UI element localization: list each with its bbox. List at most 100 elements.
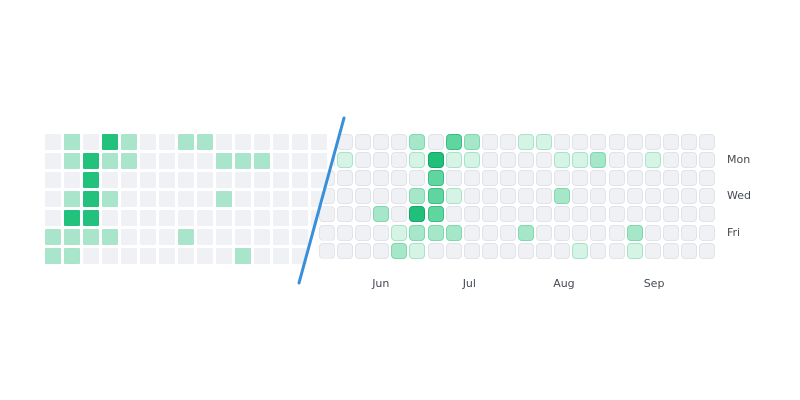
contribution-day-cell[interactable] bbox=[662, 242, 679, 259]
contribution-day-cell[interactable] bbox=[254, 248, 270, 264]
contribution-day-cell[interactable] bbox=[680, 188, 697, 205]
contribution-day-cell[interactable] bbox=[121, 153, 137, 169]
contribution-day-cell[interactable] bbox=[536, 242, 553, 259]
contribution-day-cell[interactable] bbox=[590, 152, 607, 169]
contribution-day-cell[interactable] bbox=[626, 242, 643, 259]
contribution-day-cell[interactable] bbox=[608, 224, 625, 241]
contribution-day-cell[interactable] bbox=[662, 224, 679, 241]
contribution-day-cell[interactable] bbox=[140, 134, 156, 150]
contribution-day-cell[interactable] bbox=[590, 134, 607, 150]
contribution-day-cell[interactable] bbox=[373, 188, 390, 205]
contribution-day-cell[interactable] bbox=[83, 210, 99, 226]
contribution-day-cell[interactable] bbox=[216, 172, 232, 188]
contribution-day-cell[interactable] bbox=[590, 170, 607, 187]
contribution-day-cell[interactable] bbox=[554, 152, 571, 169]
contribution-day-cell[interactable] bbox=[518, 188, 534, 205]
contribution-day-cell[interactable] bbox=[391, 242, 408, 259]
contribution-day-cell[interactable] bbox=[680, 170, 697, 187]
contribution-day-cell[interactable] bbox=[235, 248, 251, 264]
contribution-day-cell[interactable] bbox=[254, 210, 270, 226]
contribution-day-cell[interactable] bbox=[463, 188, 480, 205]
contribution-day-cell[interactable] bbox=[518, 170, 534, 187]
contribution-day-cell[interactable] bbox=[499, 224, 516, 241]
contribution-day-cell[interactable] bbox=[644, 170, 661, 187]
contribution-day-cell[interactable] bbox=[373, 134, 390, 150]
contribution-day-cell[interactable] bbox=[644, 242, 661, 259]
contribution-day-cell[interactable] bbox=[197, 210, 213, 226]
contribution-day-cell[interactable] bbox=[254, 229, 270, 245]
contribution-day-cell[interactable] bbox=[662, 134, 679, 150]
contribution-day-cell[interactable] bbox=[235, 134, 251, 150]
contribution-day-cell[interactable] bbox=[121, 229, 137, 245]
contribution-day-cell[interactable] bbox=[626, 206, 643, 223]
contribution-day-cell[interactable] bbox=[102, 248, 118, 264]
contribution-day-cell[interactable] bbox=[254, 172, 270, 188]
contribution-day-cell[interactable] bbox=[626, 188, 643, 205]
contribution-day-cell[interactable] bbox=[626, 134, 643, 150]
contribution-day-cell[interactable] bbox=[178, 153, 194, 169]
contribution-day-cell[interactable] bbox=[427, 206, 444, 223]
contribution-day-cell[interactable] bbox=[121, 172, 137, 188]
contribution-day-cell[interactable] bbox=[391, 134, 408, 150]
contribution-day-cell[interactable] bbox=[121, 134, 137, 150]
contribution-day-cell[interactable] bbox=[626, 224, 643, 241]
contribution-day-cell[interactable] bbox=[318, 242, 335, 259]
contribution-day-cell[interactable] bbox=[680, 134, 697, 150]
contribution-day-cell[interactable] bbox=[391, 206, 408, 223]
contribution-day-cell[interactable] bbox=[699, 242, 715, 259]
contribution-day-cell[interactable] bbox=[337, 188, 353, 205]
contribution-day-cell[interactable] bbox=[102, 134, 118, 150]
contribution-day-cell[interactable] bbox=[45, 191, 61, 207]
contribution-day-cell[interactable] bbox=[178, 210, 194, 226]
contribution-day-cell[interactable] bbox=[292, 191, 308, 207]
contribution-day-cell[interactable] bbox=[554, 188, 571, 205]
contribution-day-cell[interactable] bbox=[481, 242, 498, 259]
contribution-day-cell[interactable] bbox=[235, 191, 251, 207]
contribution-day-cell[interactable] bbox=[64, 229, 80, 245]
contribution-day-cell[interactable] bbox=[318, 224, 335, 241]
contribution-day-cell[interactable] bbox=[445, 206, 462, 223]
contribution-day-cell[interactable] bbox=[463, 152, 480, 169]
contribution-day-cell[interactable] bbox=[159, 248, 175, 264]
contribution-day-cell[interactable] bbox=[680, 242, 697, 259]
contribution-day-cell[interactable] bbox=[699, 206, 715, 223]
contribution-day-cell[interactable] bbox=[590, 224, 607, 241]
contribution-day-cell[interactable] bbox=[159, 191, 175, 207]
contribution-day-cell[interactable] bbox=[140, 210, 156, 226]
contribution-day-cell[interactable] bbox=[572, 152, 589, 169]
contribution-day-cell[interactable] bbox=[355, 206, 372, 223]
contribution-day-cell[interactable] bbox=[445, 188, 462, 205]
contribution-day-cell[interactable] bbox=[140, 248, 156, 264]
contribution-day-cell[interactable] bbox=[216, 191, 232, 207]
contribution-day-cell[interactable] bbox=[45, 134, 61, 150]
contribution-day-cell[interactable] bbox=[662, 170, 679, 187]
contribution-day-cell[interactable] bbox=[254, 191, 270, 207]
contribution-day-cell[interactable] bbox=[121, 210, 137, 226]
contribution-day-cell[interactable] bbox=[481, 224, 498, 241]
contribution-day-cell[interactable] bbox=[273, 153, 289, 169]
contribution-day-cell[interactable] bbox=[159, 134, 175, 150]
contribution-day-cell[interactable] bbox=[626, 152, 643, 169]
contribution-day-cell[interactable] bbox=[140, 191, 156, 207]
contribution-day-cell[interactable] bbox=[292, 153, 308, 169]
contribution-day-cell[interactable] bbox=[273, 229, 289, 245]
contribution-day-cell[interactable] bbox=[216, 134, 232, 150]
contribution-day-cell[interactable] bbox=[499, 242, 516, 259]
contribution-day-cell[interactable] bbox=[159, 172, 175, 188]
contribution-day-cell[interactable] bbox=[608, 188, 625, 205]
contribution-day-cell[interactable] bbox=[292, 134, 308, 150]
contribution-day-cell[interactable] bbox=[699, 224, 715, 241]
contribution-day-cell[interactable] bbox=[64, 172, 80, 188]
contribution-day-cell[interactable] bbox=[235, 229, 251, 245]
contribution-day-cell[interactable] bbox=[45, 229, 61, 245]
contribution-day-cell[interactable] bbox=[427, 242, 444, 259]
contribution-day-cell[interactable] bbox=[216, 248, 232, 264]
contribution-day-cell[interactable] bbox=[409, 224, 426, 241]
contribution-day-cell[interactable] bbox=[445, 134, 462, 150]
contribution-day-cell[interactable] bbox=[662, 188, 679, 205]
contribution-day-cell[interactable] bbox=[644, 188, 661, 205]
contribution-day-cell[interactable] bbox=[608, 134, 625, 150]
contribution-day-cell[interactable] bbox=[355, 224, 372, 241]
contribution-day-cell[interactable] bbox=[373, 152, 390, 169]
contribution-day-cell[interactable] bbox=[235, 210, 251, 226]
